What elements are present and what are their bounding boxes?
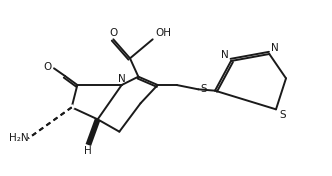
Text: O: O xyxy=(44,62,52,72)
Text: S: S xyxy=(200,84,207,94)
Text: O: O xyxy=(109,28,118,38)
Text: N: N xyxy=(221,50,229,60)
Text: S: S xyxy=(279,110,286,120)
Text: H₂N: H₂N xyxy=(9,133,28,143)
Text: N: N xyxy=(271,43,279,53)
Text: OH: OH xyxy=(156,28,172,38)
Text: N: N xyxy=(118,74,125,84)
Text: H: H xyxy=(84,146,92,156)
